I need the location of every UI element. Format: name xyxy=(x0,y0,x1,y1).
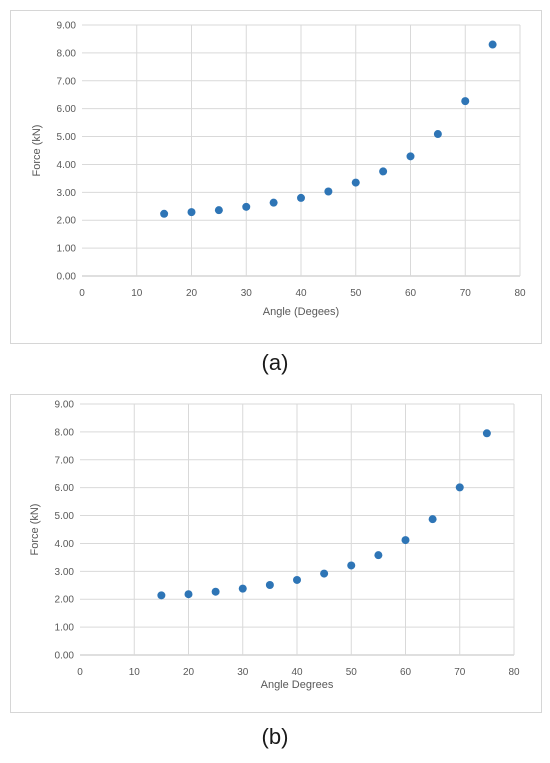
x-tick-label: 80 xyxy=(514,288,526,299)
data-point xyxy=(238,584,247,593)
data-point xyxy=(488,40,497,49)
chart-frame-a xyxy=(10,10,542,344)
y-tick-label: 8.00 xyxy=(55,427,75,438)
data-point xyxy=(379,167,388,176)
x-tick-label: 60 xyxy=(405,288,417,299)
data-point xyxy=(401,536,410,545)
y-tick-label: 0.00 xyxy=(57,272,77,283)
data-point xyxy=(406,152,415,161)
y-axis-title: Force (kN) xyxy=(29,504,41,556)
y-tick-label: 4.00 xyxy=(55,539,75,550)
x-tick-label: 50 xyxy=(350,288,362,299)
x-tick-label: 0 xyxy=(79,288,85,299)
y-tick-label: 2.00 xyxy=(55,595,75,606)
y-axis-title: Force (kN) xyxy=(31,125,43,177)
data-point xyxy=(324,187,333,196)
data-point xyxy=(428,515,437,524)
data-point xyxy=(160,209,169,218)
x-tick-label: 0 xyxy=(77,667,83,678)
y-tick-label: 3.00 xyxy=(55,567,75,578)
x-tick-label: 30 xyxy=(241,288,253,299)
data-point xyxy=(269,198,278,207)
y-tick-label: 5.00 xyxy=(57,132,77,143)
y-tick-label: 9.00 xyxy=(57,21,77,32)
y-tick-label: 3.00 xyxy=(57,188,77,199)
x-tick-label: 60 xyxy=(400,667,412,678)
y-tick-label: 5.00 xyxy=(55,511,75,522)
data-point xyxy=(433,130,442,139)
data-point xyxy=(482,429,491,438)
data-point xyxy=(374,551,383,560)
x-tick-label: 50 xyxy=(346,667,358,678)
x-tick-label: 40 xyxy=(295,288,307,299)
data-point xyxy=(455,483,464,492)
chart-panel-b: 0.00 1.00 2.00 3.00 4.00 5.00 6.00 7.00 8.00 9.00… xyxy=(0,382,550,763)
y-tick-label: 9.00 xyxy=(55,400,75,411)
data-point xyxy=(461,97,470,106)
y-tick-label: 7.00 xyxy=(57,76,77,87)
x-tick-label: 30 xyxy=(237,667,249,678)
data-point xyxy=(242,202,251,211)
x-tick-label: 70 xyxy=(460,288,472,299)
data-point xyxy=(187,208,196,217)
data-point xyxy=(214,206,223,215)
data-point xyxy=(320,569,329,578)
x-tick-label: 80 xyxy=(508,667,520,678)
plot-area: 0.00 1.00 2.00 3.00 4.00 5.00 6.00 7.00 8.00 9.00… xyxy=(29,400,520,692)
caption-a: (a) xyxy=(261,350,289,375)
data-point xyxy=(297,193,305,202)
y-tick-label: 4.00 xyxy=(57,160,77,171)
data-point xyxy=(211,587,220,596)
scatter-chart-a: 0.00 1.00 2.00 3.00 4.00 5.00 6.00 7.00 8.00 9.00… xyxy=(31,21,526,319)
chart-frame-b xyxy=(10,394,542,713)
y-tick-label: 2.00 xyxy=(57,216,77,227)
caption-b: (b) xyxy=(261,724,289,749)
data-point xyxy=(351,178,360,187)
x-tick-label: 20 xyxy=(183,667,195,678)
scatter-chart-b: 0.00 1.00 2.00 3.00 4.00 5.00 6.00 7.00 8.00 9.00… xyxy=(29,400,520,692)
y-tick-label: 1.00 xyxy=(55,623,75,634)
y-tick-label: 6.00 xyxy=(57,104,77,115)
y-tick-label: 6.00 xyxy=(55,483,75,494)
plot-area: 0.00 1.00 2.00 3.00 4.00 5.00 6.00 7.00 8.00 9.00… xyxy=(31,21,526,319)
x-axis-title: Angle Degrees xyxy=(261,679,334,691)
x-tick-label: 10 xyxy=(131,288,143,299)
x-tick-label: 40 xyxy=(291,667,303,678)
y-tick-label: 8.00 xyxy=(57,48,77,59)
x-tick-label: 70 xyxy=(454,667,466,678)
x-tick-label: 10 xyxy=(129,667,141,678)
data-point xyxy=(293,575,301,584)
data-point xyxy=(157,591,166,600)
y-tick-label: 0.00 xyxy=(55,651,75,662)
x-tick-label: 20 xyxy=(186,288,198,299)
chart-panel-a: 0.00 1.00 2.00 3.00 4.00 5.00 6.00 7.00 8.00 9.00… xyxy=(10,10,542,375)
data-point xyxy=(347,561,356,570)
y-tick-label: 1.00 xyxy=(57,244,77,255)
data-point xyxy=(184,590,193,599)
y-tick-label: 7.00 xyxy=(55,455,75,466)
data-point xyxy=(265,580,274,589)
x-axis-title: Angle (Degees) xyxy=(263,306,339,318)
